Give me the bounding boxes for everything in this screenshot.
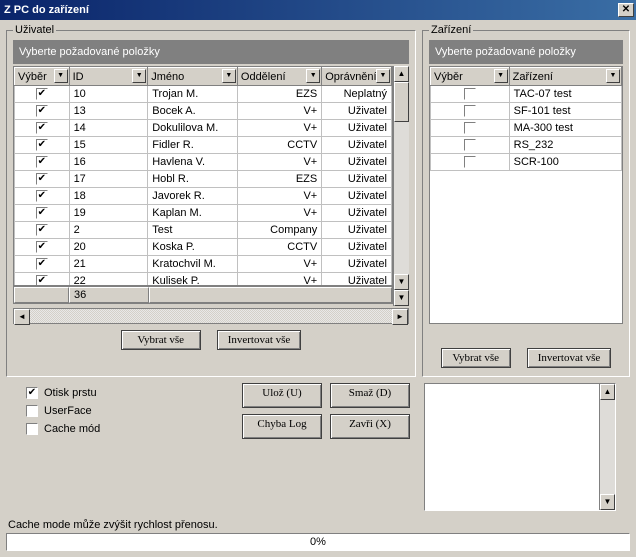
user-col-header[interactable]: Jméno▼ (148, 68, 238, 86)
userface-checkbox[interactable] (26, 405, 38, 417)
chevron-down-icon[interactable]: ▼ (606, 69, 620, 83)
row-checkbox[interactable]: ✔ (36, 275, 48, 286)
user-select-all-button[interactable]: Vybrat vše (121, 330, 201, 350)
cachemode-checkbox[interactable] (26, 423, 38, 435)
table-row[interactable]: ✔13Bocek A.V+Uživatel (15, 103, 392, 120)
row-checkbox[interactable] (464, 105, 476, 117)
device-select-all-button[interactable]: Vybrat vše (441, 348, 511, 368)
device-group: Zařízení Vyberte požadované položky Výbě… (422, 24, 630, 377)
row-checkbox[interactable]: ✔ (36, 224, 48, 236)
row-checkbox[interactable] (464, 88, 476, 100)
table-row[interactable]: ✔19Kaplan M.V+Uživatel (15, 205, 392, 222)
table-row[interactable]: ✔18Javorek R.V+Uživatel (15, 188, 392, 205)
user-col-header[interactable]: Oddělení▼ (237, 68, 321, 86)
device-col-header[interactable]: Výběr▼ (431, 68, 510, 86)
device-table: Výběr▼Zařízení▼TAC-07 testSF-101 testMA-… (430, 67, 622, 171)
row-checkbox[interactable]: ✔ (36, 173, 48, 185)
row-checkbox[interactable] (464, 122, 476, 134)
user-invert-all-button[interactable]: Invertovat vše (217, 330, 302, 350)
table-row[interactable]: ✔17Hobl R.EZSUživatel (15, 171, 392, 188)
delete-button[interactable]: Smaž (D) (330, 383, 410, 408)
row-checkbox[interactable]: ✔ (36, 139, 48, 151)
table-row[interactable]: ✔15Fidler R.CCTVUživatel (15, 137, 392, 154)
row-checkbox[interactable]: ✔ (36, 190, 48, 202)
user-col-header[interactable]: Výběr▼ (15, 68, 70, 86)
scroll-up-icon[interactable]: ▲ (394, 66, 409, 82)
row-checkbox[interactable]: ✔ (36, 88, 48, 100)
user-group: Uživatel Vyberte požadované položky Výbě… (6, 24, 416, 377)
cachemode-label: Cache mód (44, 423, 100, 435)
dropdown-icon[interactable]: ▼ (394, 290, 409, 306)
table-row[interactable]: ✔16Havlena V.V+Uživatel (15, 154, 392, 171)
chevron-down-icon[interactable]: ▼ (222, 69, 236, 83)
row-checkbox[interactable]: ✔ (36, 105, 48, 117)
row-checkbox[interactable]: ✔ (36, 241, 48, 253)
user-table: Výběr▼ID▼Jméno▼Oddělení▼Oprávnění▼✔10Tro… (14, 67, 392, 286)
chevron-down-icon[interactable]: ▼ (306, 69, 320, 83)
user-col-header[interactable]: ID▼ (69, 68, 148, 86)
device-instruction: Vyberte požadované položky (429, 40, 623, 64)
device-invert-all-button[interactable]: Invertovat vše (527, 348, 612, 368)
titlebar: Z PC do zařízení ✕ (0, 0, 636, 20)
table-row[interactable]: RS_232 (431, 137, 622, 154)
fingerprint-label: Otisk prstu (44, 387, 97, 399)
user-hscroll[interactable]: ◄ ► (13, 308, 409, 324)
user-col-header[interactable]: Oprávnění▼ (322, 68, 392, 86)
row-checkbox[interactable]: ✔ (36, 156, 48, 168)
log-panel: ▲ ▼ (424, 383, 616, 511)
device-col-header[interactable]: Zařízení▼ (509, 68, 621, 86)
table-row[interactable]: SF-101 test (431, 103, 622, 120)
table-row[interactable]: ✔10Trojan M.EZSNeplatný (15, 86, 392, 103)
table-row[interactable]: ✔14Dokulilova M.V+Uživatel (15, 120, 392, 137)
fingerprint-checkbox[interactable]: ✔ (26, 387, 38, 399)
user-summary-row: 36 (13, 286, 393, 304)
chevron-down-icon[interactable]: ▼ (376, 69, 390, 83)
scroll-down-icon[interactable]: ▼ (394, 274, 409, 290)
options-group: ✔ Otisk prstu UserFace Cache mód (6, 383, 106, 439)
scroll-left-icon[interactable]: ◄ (14, 309, 30, 325)
window-title: Z PC do zařízení (4, 4, 618, 16)
row-checkbox[interactable]: ✔ (36, 122, 48, 134)
close-button[interactable]: Zavři (X) (330, 414, 410, 439)
user-legend: Uživatel (13, 24, 56, 36)
user-count: 36 (69, 287, 149, 303)
progress-bar: 0% (6, 533, 630, 551)
row-checkbox[interactable] (464, 156, 476, 168)
errorlog-button[interactable]: Chyba Log (242, 414, 322, 439)
scroll-up-icon[interactable]: ▲ (600, 384, 615, 400)
userface-label: UserFace (44, 405, 92, 417)
row-checkbox[interactable]: ✔ (36, 258, 48, 270)
row-checkbox[interactable]: ✔ (36, 207, 48, 219)
chevron-down-icon[interactable]: ▼ (54, 69, 68, 83)
progress-text: 0% (310, 536, 326, 548)
table-row[interactable]: ✔2TestCompanyUživatel (15, 222, 392, 239)
table-row[interactable]: MA-300 test (431, 120, 622, 137)
close-icon[interactable]: ✕ (618, 3, 634, 17)
table-row[interactable]: ✔22Kulisek P.V+Uživatel (15, 273, 392, 287)
scroll-right-icon[interactable]: ► (392, 309, 408, 325)
row-checkbox[interactable] (464, 139, 476, 151)
device-legend: Zařízení (429, 24, 473, 36)
log-vscroll[interactable]: ▲ ▼ (599, 384, 615, 510)
save-button[interactable]: Ulož (U) (242, 383, 322, 408)
cache-hint: Cache mode může zvýšit rychlost přenosu. (8, 519, 630, 531)
user-instruction: Vyberte požadované položky (13, 40, 409, 64)
user-vscroll[interactable]: ▲ ▼ ▼ (393, 66, 409, 306)
chevron-down-icon[interactable]: ▼ (494, 69, 508, 83)
scroll-down-icon[interactable]: ▼ (600, 494, 615, 510)
table-row[interactable]: TAC-07 test (431, 86, 622, 103)
chevron-down-icon[interactable]: ▼ (132, 69, 146, 83)
table-row[interactable]: ✔21Kratochvil M.V+Uživatel (15, 256, 392, 273)
table-row[interactable]: ✔20Koska P.CCTVUživatel (15, 239, 392, 256)
table-row[interactable]: SCR-100 (431, 154, 622, 171)
